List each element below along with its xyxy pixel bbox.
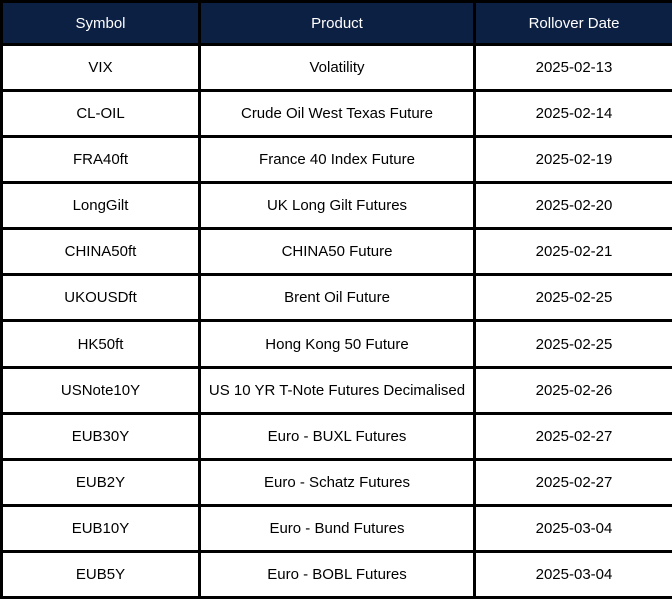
- cell-rollover_date: 2025-02-27: [473, 457, 672, 507]
- cell-symbol: HK50ft: [0, 319, 201, 369]
- cell-product: Euro - BOBL Futures: [198, 549, 476, 599]
- table-row: UKOUSDft Brent Oil Future 2025-02-25: [0, 273, 672, 323]
- cell-symbol: FRA40ft: [0, 135, 201, 185]
- cell-symbol: USNote10Y: [0, 365, 201, 415]
- cell-symbol: UKOUSDft: [0, 273, 201, 323]
- cell-rollover_date: 2025-02-14: [473, 89, 672, 139]
- cell-rollover_date: 2025-02-26: [473, 365, 672, 415]
- table-row: VIX Volatility 2025-02-13: [0, 42, 672, 93]
- table-row: LongGilt UK Long Gilt Futures 2025-02-20: [0, 181, 672, 231]
- table-header: Symbol Product Rollover Date: [0, 0, 672, 46]
- cell-symbol: CL-OIL: [0, 89, 201, 139]
- cell-product: CHINA50 Future: [198, 227, 476, 277]
- cell-symbol: EUB10Y: [0, 503, 201, 553]
- cell-symbol: EUB30Y: [0, 411, 201, 461]
- cell-symbol: VIX: [0, 42, 201, 93]
- cell-product: Euro - BUXL Futures: [198, 411, 476, 461]
- cell-rollover_date: 2025-02-19: [473, 135, 672, 185]
- cell-rollover_date: 2025-03-04: [473, 549, 672, 599]
- table-row: FRA40ft France 40 Index Future 2025-02-19: [0, 135, 672, 185]
- cell-product: US 10 YR T-Note Futures Decimalised: [198, 365, 476, 415]
- header-cell-symbol: Symbol: [0, 0, 201, 46]
- cell-symbol: LongGilt: [0, 181, 201, 231]
- header-row: Symbol Product Rollover Date: [0, 0, 672, 46]
- cell-rollover_date: 2025-02-25: [473, 319, 672, 369]
- cell-product: Hong Kong 50 Future: [198, 319, 476, 369]
- table-row: EUB5Y Euro - BOBL Futures 2025-03-04: [0, 549, 672, 599]
- cell-product: Brent Oil Future: [198, 273, 476, 323]
- cell-rollover_date: 2025-02-13: [473, 42, 672, 93]
- cell-product: UK Long Gilt Futures: [198, 181, 476, 231]
- cell-rollover_date: 2025-02-20: [473, 181, 672, 231]
- table-body: VIX Volatility 2025-02-13 CL-OIL Crude Oil W…: [0, 42, 672, 599]
- header-cell-product: Product: [198, 0, 476, 46]
- cell-rollover_date: 2025-03-04: [473, 503, 672, 553]
- table-row: EUB10Y Euro - Bund Futures 2025-03-04: [0, 503, 672, 553]
- header-cell-rollover-date: Rollover Date: [473, 0, 672, 46]
- cell-symbol: EUB2Y: [0, 457, 201, 507]
- table-row: EUB30Y Euro - BUXL Futures 2025-02-27: [0, 411, 672, 461]
- cell-symbol: EUB5Y: [0, 549, 201, 599]
- cell-rollover_date: 2025-02-27: [473, 411, 672, 461]
- table-row: USNote10Y US 10 YR T-Note Futures Decimal…: [0, 365, 672, 415]
- table-row: EUB2Y Euro - Schatz Futures 2025-02-27: [0, 457, 672, 507]
- cell-product: Euro - Bund Futures: [198, 503, 476, 553]
- cell-product: France 40 Index Future: [198, 135, 476, 185]
- cell-symbol: CHINA50ft: [0, 227, 201, 277]
- cell-rollover_date: 2025-02-21: [473, 227, 672, 277]
- cell-product: Crude Oil West Texas Future: [198, 89, 476, 139]
- table-row: CHINA50ft CHINA50 Future 2025-02-21: [0, 227, 672, 277]
- table-row: CL-OIL Crude Oil West Texas Future 2025-02…: [0, 89, 672, 139]
- cell-product: Euro - Schatz Futures: [198, 457, 476, 507]
- cell-product: Volatility: [198, 42, 476, 93]
- cell-rollover_date: 2025-02-25: [473, 273, 672, 323]
- table-row: HK50ft Hong Kong 50 Future 2025-02-25: [0, 319, 672, 369]
